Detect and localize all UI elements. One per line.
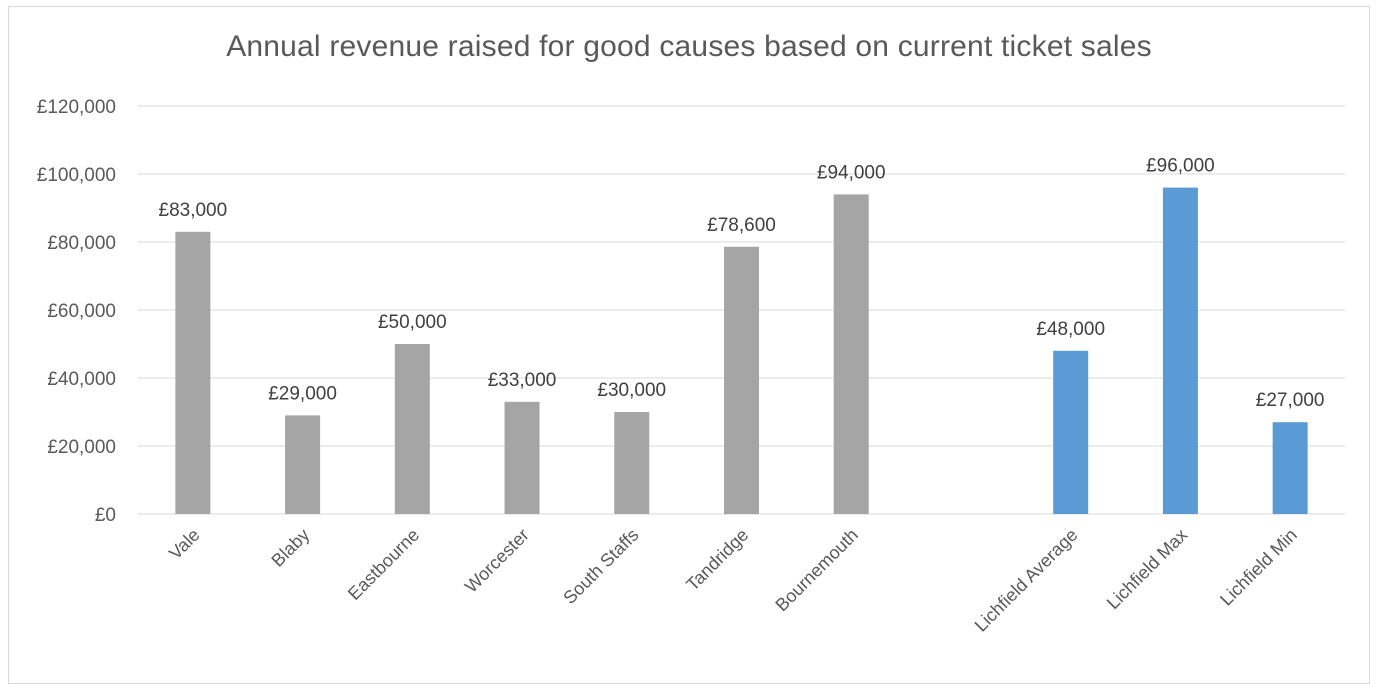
x-tick-label: South Staffs [559, 525, 642, 608]
bar [724, 246, 759, 514]
bar [175, 231, 211, 515]
bar [1162, 187, 1198, 514]
data-label: £48,000 [1036, 319, 1105, 340]
x-tick-label: Lichfield Average [971, 525, 1082, 636]
bar [1272, 422, 1308, 514]
bar [394, 344, 430, 514]
data-label: £29,000 [268, 383, 337, 404]
y-tick-label: £120,000 [37, 97, 116, 118]
bar [504, 401, 540, 514]
x-tick-label: Eastbourne [344, 525, 423, 604]
data-label: £27,000 [1256, 390, 1325, 411]
y-tick-label: £20,000 [47, 437, 116, 458]
y-tick-label: £0 [95, 505, 116, 526]
x-tick-label: Lichfield Max [1103, 525, 1191, 613]
x-tick-label: Tandridge [682, 525, 752, 595]
bar [1053, 350, 1089, 514]
y-tick-label: £100,000 [37, 165, 116, 186]
data-label: £30,000 [597, 380, 666, 401]
x-tick-label: Worcester [461, 525, 533, 597]
x-tick-label: Lichfield Min [1216, 525, 1301, 610]
data-label: £50,000 [378, 312, 447, 333]
x-tick-label: Blaby [267, 525, 313, 571]
data-label: £94,000 [817, 162, 886, 183]
chart-area [8, 6, 1370, 684]
bar [833, 194, 869, 514]
bar [614, 412, 650, 514]
y-tick-label: £40,000 [47, 369, 116, 390]
data-label: £96,000 [1146, 156, 1215, 177]
data-label: £83,000 [159, 200, 228, 221]
x-tick-label: Vale [165, 525, 204, 564]
data-label: £33,000 [488, 370, 557, 391]
y-tick-label: £60,000 [47, 301, 116, 322]
x-tick-label: Bournemouth [771, 525, 862, 616]
bar [285, 415, 321, 514]
data-label: £78,600 [707, 215, 776, 236]
y-tick-label: £80,000 [47, 233, 116, 254]
chart-title: Annual revenue raised for good causes ba… [226, 30, 1152, 63]
